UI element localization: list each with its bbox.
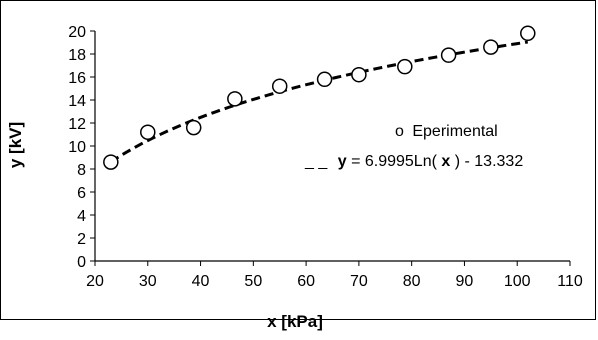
legend-entry-fit: _ _ y = 6.9995Ln( x ) - 13.332 [304, 153, 523, 170]
legend-fit-eq-part2: ) - 13.332 [455, 153, 524, 170]
data-point [440, 47, 457, 63]
data-point [227, 91, 243, 107]
data-point [483, 39, 499, 55]
x-ticks: 20 30 40 50 60 70 80 90 100 110 [86, 261, 583, 290]
x-tick-label: 110 [557, 273, 583, 290]
y-tick-label: 12 [68, 116, 86, 133]
legend-marker-symbol: o [395, 123, 404, 140]
x-tick-label: 80 [403, 273, 421, 290]
y-tick-label: 14 [68, 93, 86, 110]
x-axis-title: x [kPa] [267, 312, 323, 331]
y-tick-label: 4 [77, 208, 86, 225]
y-tick-label: 0 [77, 254, 86, 271]
data-point [271, 78, 288, 94]
x-tick-label: 40 [192, 273, 210, 290]
legend-experimental-label: Eperimental [412, 123, 497, 140]
data-point [185, 119, 202, 136]
fit-line-layer [110, 40, 529, 164]
y-axis-title: y [kV] [6, 122, 25, 168]
axes: 20 30 40 50 60 70 80 90 100 110 0 2 4 6 8 10 12 14 16 18 20 [68, 24, 583, 290]
y-tick-label: 20 [68, 24, 86, 41]
legend: o Eperimental _ _ y = 6.9995Ln( x ) - 13… [304, 123, 523, 170]
x-tick-label: 100 [504, 273, 531, 290]
legend-line-symbol: _ _ [304, 153, 328, 170]
x-tick-label: 60 [297, 273, 315, 290]
data-point [103, 154, 119, 170]
x-tick-label: 70 [350, 273, 368, 290]
chart-frame [0, 0, 596, 320]
y-tick-label: 8 [77, 162, 86, 179]
data-points [103, 25, 536, 170]
legend-fit-eq-part1: = 6.9995Ln( [351, 153, 438, 170]
legend-fit-y: y [338, 153, 347, 170]
fit-line [110, 40, 529, 164]
legend-entry-experimental: o Eperimental [395, 123, 498, 140]
y-tick-label: 2 [77, 231, 86, 248]
x-tick-label: 90 [456, 273, 474, 290]
data-point [351, 66, 367, 83]
data-point [397, 58, 413, 75]
y-ticks: 0 2 4 6 8 10 12 14 16 18 20 [68, 24, 95, 271]
x-tick-label: 20 [86, 273, 104, 290]
data-point [520, 25, 536, 42]
x-tick-label: 30 [139, 273, 157, 290]
y-tick-label: 10 [68, 139, 86, 156]
y-tick-label: 16 [68, 70, 86, 87]
data-point [140, 124, 156, 140]
y-tick-label: 18 [68, 47, 86, 64]
legend-fit-x: x [441, 153, 450, 170]
y-tick-label: 6 [77, 185, 86, 202]
x-tick-label: 50 [244, 273, 262, 290]
data-point [316, 71, 333, 88]
